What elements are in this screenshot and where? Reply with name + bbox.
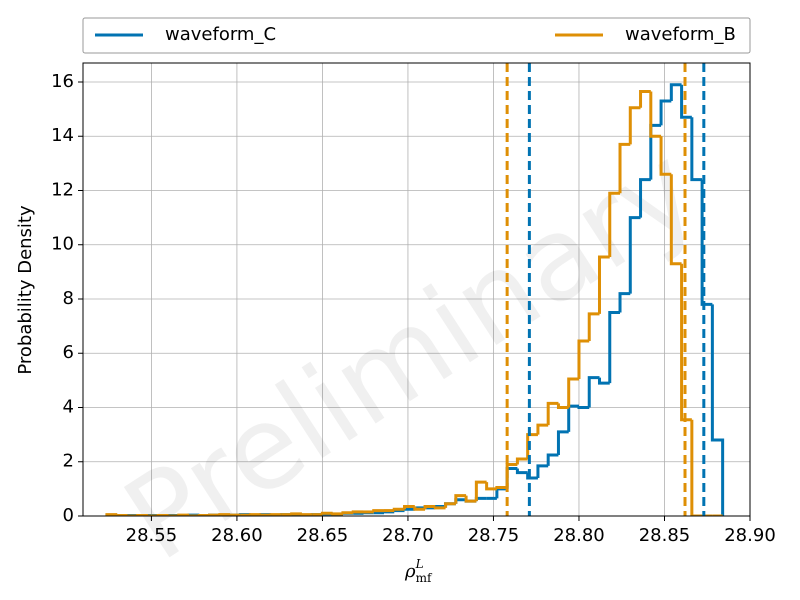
histogram-step <box>290 512 302 516</box>
histogram-step <box>690 117 703 182</box>
histogram-step <box>423 505 436 510</box>
histogram-step <box>515 457 528 465</box>
histogram-step <box>608 311 621 384</box>
histogram-step <box>577 339 590 380</box>
y-tick-label: 2 <box>63 451 74 472</box>
y-tick-label: 6 <box>63 342 74 363</box>
histogram-step <box>187 514 200 516</box>
histogram-step <box>659 136 672 176</box>
histogram-step <box>464 495 477 503</box>
histogram-step <box>249 513 261 516</box>
histogram-step <box>515 468 528 475</box>
histogram-step <box>556 430 569 455</box>
histogram-step <box>546 453 559 466</box>
histogram-step <box>474 480 487 502</box>
histogram-step <box>597 255 610 314</box>
histogram-step <box>710 304 725 516</box>
histogram-step <box>669 174 682 266</box>
histogram-step <box>351 510 364 514</box>
histogram-step <box>526 472 538 480</box>
histogram-step <box>618 292 631 313</box>
histogram-step <box>372 509 385 513</box>
histogram-step <box>495 486 508 490</box>
histogram-step <box>331 512 343 516</box>
histogram-step <box>628 216 641 294</box>
histogram-step <box>320 511 333 515</box>
x-label-base: ρ <box>404 561 416 582</box>
y-tick-label: 12 <box>51 179 74 200</box>
histogram-step <box>669 83 682 101</box>
x-tick-label: 28.90 <box>724 525 776 546</box>
histogram-step <box>628 106 641 145</box>
histogram-step <box>536 464 549 479</box>
histogram-step <box>608 191 621 257</box>
histogram-step <box>392 509 405 513</box>
y-tick-label: 8 <box>63 288 74 309</box>
histogram-step <box>269 513 282 516</box>
histogram-step <box>587 376 600 408</box>
histogram-step <box>413 506 426 511</box>
histogram-step <box>639 178 651 218</box>
x-tick-label: 28.60 <box>211 525 263 546</box>
x-tick-label: 28.75 <box>468 525 520 546</box>
legend-box <box>82 17 751 54</box>
x-tick-label: 28.80 <box>553 525 605 546</box>
axes-frame <box>82 62 751 517</box>
histogram-step <box>536 423 549 435</box>
x-axis-label: ρL mf <box>404 557 433 585</box>
x-label-sub: mf <box>416 571 433 585</box>
histogram-step <box>300 513 313 516</box>
histogram-step <box>659 99 672 126</box>
histogram-step <box>649 91 662 138</box>
histogram-step <box>618 142 631 194</box>
histogram-step <box>526 433 538 460</box>
histogram-step <box>505 462 518 488</box>
histogram-step <box>680 263 692 422</box>
histogram-step <box>392 507 405 511</box>
x-tick-label: 28.85 <box>639 525 691 546</box>
x-tick-label: 28.55 <box>126 525 178 546</box>
histogram-step <box>259 513 272 516</box>
x-tick-label: 28.70 <box>382 525 434 546</box>
y-tick-label: 16 <box>51 71 74 92</box>
y-tick-label: 4 <box>63 396 74 417</box>
histogram-step <box>546 401 559 426</box>
histogram-step <box>577 405 590 409</box>
histogram-step <box>700 179 713 306</box>
histogram-step <box>597 377 610 385</box>
histogram-step <box>680 84 692 119</box>
histogram-step <box>485 482 497 491</box>
plot-area <box>105 63 725 516</box>
histogram-step <box>433 506 446 510</box>
y-tick-label: 10 <box>51 234 74 255</box>
y-axis-label: Probability Density <box>15 205 36 375</box>
y-tick-label: 0 <box>63 505 74 526</box>
histogram-step <box>444 502 456 508</box>
x-label-sup: L <box>415 557 424 571</box>
x-tick-label: 28.65 <box>297 525 349 546</box>
legend-label: waveform_B <box>625 24 736 45</box>
legend-label: waveform_C <box>165 24 276 45</box>
histogram-step <box>403 507 415 511</box>
histogram-step <box>454 494 467 504</box>
histogram-step <box>556 403 569 409</box>
histogram-step <box>218 513 231 516</box>
histogram-step <box>228 513 241 516</box>
histogram-step <box>639 89 651 108</box>
y-tick-label: 14 <box>51 125 74 146</box>
histogram-step <box>341 511 354 515</box>
histogram-step <box>587 312 600 342</box>
histogram-step <box>690 419 703 516</box>
histogram-step <box>567 377 579 408</box>
histogram-step <box>115 513 128 516</box>
histogram-step <box>403 505 415 510</box>
